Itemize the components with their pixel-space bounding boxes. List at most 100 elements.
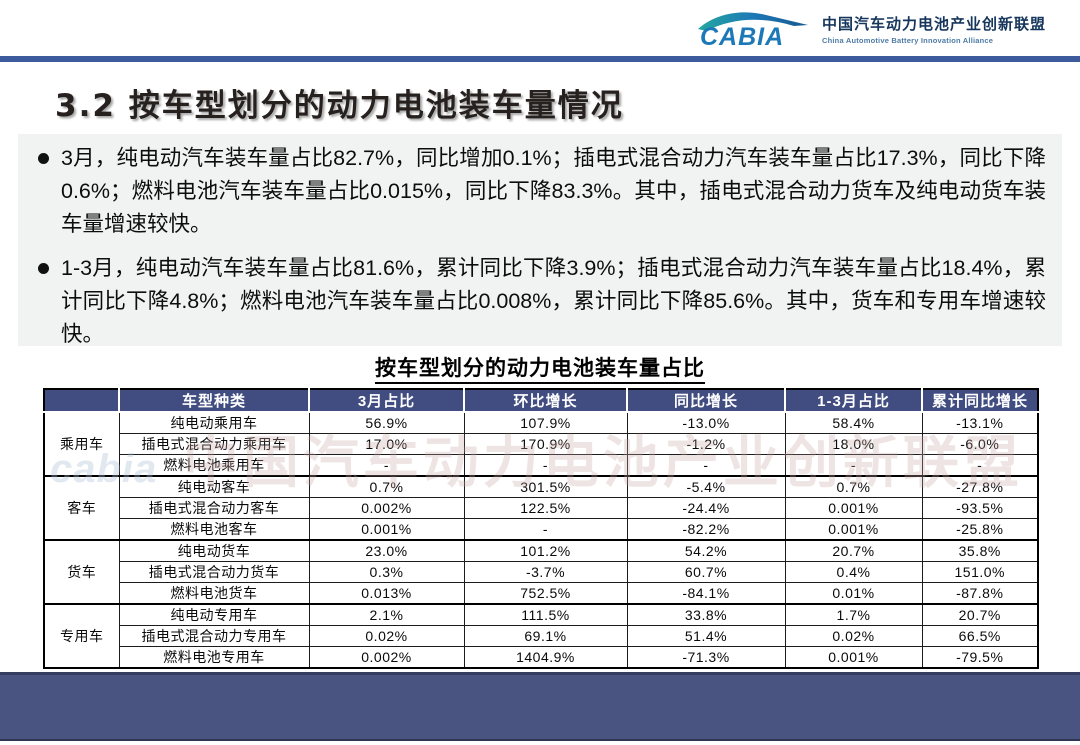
value-cell: 2.1% <box>308 603 465 626</box>
table-row: 乘用车 纯电动乘用车 56.9% 107.9% -13.0% 58.4% -13.1% <box>43 411 1039 477</box>
table-row: 燃料电池货车 0.013% 752.5% -84.1% 0.01% -87.8% <box>44 582 1039 605</box>
value-cell: 122.5% <box>463 497 628 519</box>
bullet-item-march: 3月，纯电动汽车装车量占比82.7%，同比增加0.1%；插电式混合动力汽车装车量… <box>38 142 1046 241</box>
vehicle-table-wrap: 车型种类 3月占比 环比增长 同比增长 1-3月占比 累计同比增长 乘用车 纯电动乘用车 56… <box>43 388 1039 669</box>
table-row: 燃料电池专用车 0.002% 1404.9% -71.3% 0.001% -79.5% <box>44 646 1039 669</box>
value-cell: 0.001% <box>784 646 923 669</box>
value-cell: - <box>626 454 786 477</box>
value-cell: -82.2% <box>626 518 786 541</box>
vehicle-type-cell: 纯电动专用车 <box>118 603 310 626</box>
vehicle-type-cell: 插电式混合动力客车 <box>118 497 310 519</box>
value-cell: 51.4% <box>626 625 786 647</box>
value-cell: -1.2% <box>626 433 786 455</box>
value-cell: 0.4% <box>784 561 923 583</box>
table-row: 插电式混合动力货车 0.3% -3.7% 60.7% 0.4% 151.0% <box>44 561 1039 583</box>
value-cell: -13.0% <box>626 411 786 434</box>
vehicle-group-label: 乘用车 <box>43 411 120 477</box>
vehicle-type-cell: 燃料电池专用车 <box>118 646 310 669</box>
logo-text: CABIA <box>700 23 784 51</box>
bullet-text: 1-3月，纯电动汽车装车量占比81.6%，累计同比下降3.9%；插电式混合动力汽… <box>61 256 1046 346</box>
value-cell: -13.1% <box>921 411 1039 434</box>
value-cell: 35.8% <box>921 539 1039 562</box>
value-cell: 1404.9% <box>463 646 628 669</box>
cabia-logo-block: CABIA 中国汽车动力电池产业创新联盟 China Automotive Ba… <box>694 7 1046 51</box>
table-row: 燃料电池乘用车 - - - - - <box>44 454 1039 477</box>
value-cell: -3.7% <box>463 561 628 583</box>
org-name-en: China Automotive Battery Innovation Alli… <box>821 36 994 45</box>
value-cell: 0.001% <box>784 518 923 541</box>
value-cell: -24.4% <box>626 497 786 519</box>
value-cell: 111.5% <box>463 603 628 626</box>
table-row: 专用车 纯电动专用车 2.1% 111.5% 33.8% 1.7% 20.7% <box>43 603 1039 669</box>
value-cell: - <box>308 454 465 477</box>
value-cell: -6.0% <box>921 433 1039 455</box>
value-cell: 0.001% <box>308 518 465 541</box>
summary-bullets: 3月，纯电动汽车装车量占比82.7%，同比增加0.1%；插电式混合动力汽车装车量… <box>18 134 1062 346</box>
bullet-text: 3月，纯电动汽车装车量占比82.7%，同比增加0.1%；插电式混合动力汽车装车量… <box>61 146 1046 236</box>
value-cell: - <box>921 454 1039 477</box>
column-header: 1-3月占比 <box>784 389 923 413</box>
vehicle-type-cell: 燃料电池货车 <box>118 582 310 605</box>
value-cell: - <box>463 454 628 477</box>
value-cell: 0.02% <box>308 625 465 647</box>
table-row: 燃料电池客车 0.001% - -82.2% 0.001% -25.8% <box>44 518 1039 541</box>
value-cell: 1.7% <box>784 603 923 626</box>
value-cell: 20.7% <box>921 603 1039 626</box>
table-row: 客车 纯电动客车 0.7% 301.5% -5.4% 0.7% -27.8% <box>43 475 1039 541</box>
value-cell: 23.0% <box>308 539 465 562</box>
table-row: 货车 纯电动货车 23.0% 101.2% 54.2% 20.7% 35.8% <box>43 539 1039 605</box>
vehicle-group-label: 货车 <box>43 539 120 605</box>
vehicle-type-cell: 插电式混合动力专用车 <box>118 625 310 647</box>
value-cell: - <box>463 518 628 541</box>
column-header: 车型种类 <box>118 389 310 413</box>
bullet-icon <box>38 263 49 274</box>
value-cell: -93.5% <box>921 497 1039 519</box>
value-cell: 301.5% <box>463 475 628 498</box>
bullet-icon <box>38 153 49 164</box>
value-cell: 54.2% <box>626 539 786 562</box>
vehicle-table-body: 乘用车 纯电动乘用车 56.9% 107.9% -13.0% 58.4% -13.1% 插电式… <box>43 411 1039 669</box>
vehicle-type-cell: 插电式混合动力货车 <box>118 561 310 583</box>
value-cell: 0.3% <box>308 561 465 583</box>
vehicle-type-cell: 纯电动客车 <box>118 475 310 498</box>
value-cell: 101.2% <box>463 539 628 562</box>
column-header: 同比增长 <box>626 389 786 413</box>
bullet-item-q1: 1-3月，纯电动汽车装车量占比81.6%，累计同比下降3.9%；插电式混合动力汽… <box>38 252 1046 351</box>
page-title: 3.2 按车型划分的动力电池装车量情况 <box>55 88 624 124</box>
vehicle-group-label: 客车 <box>43 475 120 541</box>
value-cell: 17.0% <box>308 433 465 455</box>
value-cell: 0.002% <box>308 497 465 519</box>
cabia-logo-icon: CABIA <box>694 7 812 51</box>
value-cell: 69.1% <box>463 625 628 647</box>
value-cell: 752.5% <box>463 582 628 605</box>
table-title: 按车型划分的动力电池装车量占比 <box>0 352 1080 384</box>
value-cell: 58.4% <box>784 411 923 434</box>
value-cell: -5.4% <box>626 475 786 498</box>
vehicle-type-cell: 燃料电池乘用车 <box>118 454 310 477</box>
column-header: 3月占比 <box>308 389 465 413</box>
vehicle-battery-table: 车型种类 3月占比 环比增长 同比增长 1-3月占比 累计同比增长 乘用车 纯电动乘用车 56… <box>43 388 1039 669</box>
value-cell: 18.0% <box>784 433 923 455</box>
value-cell: -25.8% <box>921 518 1039 541</box>
value-cell: 0.01% <box>784 582 923 605</box>
value-cell: - <box>784 454 923 477</box>
value-cell: 60.7% <box>626 561 786 583</box>
value-cell: -84.1% <box>626 582 786 605</box>
table-corner-cell <box>44 389 120 413</box>
value-cell: -71.3% <box>626 646 786 669</box>
value-cell: 20.7% <box>784 539 923 562</box>
value-cell: -27.8% <box>921 475 1039 498</box>
table-row: 插电式混合动力专用车 0.02% 69.1% 51.4% 0.02% 66.5% <box>44 625 1039 647</box>
vehicle-type-cell: 纯电动货车 <box>118 539 310 562</box>
slide-header: CABIA 中国汽车动力电池产业创新联盟 China Automotive Ba… <box>0 0 1080 56</box>
value-cell: 0.002% <box>308 646 465 669</box>
value-cell: 33.8% <box>626 603 786 626</box>
value-cell: 0.7% <box>308 475 465 498</box>
value-cell: 66.5% <box>921 625 1039 647</box>
value-cell: 107.9% <box>463 411 628 434</box>
value-cell: 0.02% <box>784 625 923 647</box>
value-cell: 0.013% <box>308 582 465 605</box>
header-divider <box>0 56 1080 62</box>
column-header: 环比增长 <box>463 389 628 413</box>
value-cell: 0.001% <box>784 497 923 519</box>
